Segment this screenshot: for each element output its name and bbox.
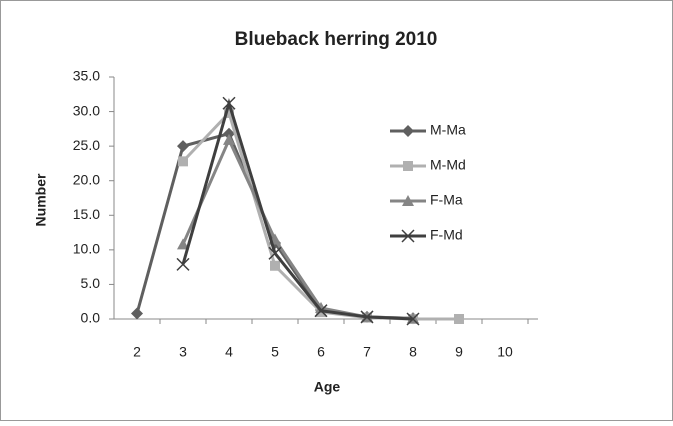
y-tick-label: 20.0 bbox=[73, 171, 100, 187]
x-tick-label: 6 bbox=[317, 344, 325, 360]
legend-label: F-Ma bbox=[430, 192, 463, 208]
x-tick-label: 8 bbox=[409, 344, 417, 360]
legend-label: F-Md bbox=[430, 227, 463, 243]
x-tick-label: 5 bbox=[271, 344, 279, 360]
y-tick-label: 10.0 bbox=[73, 241, 100, 257]
x-tick-label: 3 bbox=[179, 344, 187, 360]
y-tick-label: 5.0 bbox=[81, 275, 101, 291]
x-tick-label: 2 bbox=[133, 344, 141, 360]
marker bbox=[178, 156, 188, 167]
legend-marker bbox=[402, 125, 414, 137]
y-tick-label: 15.0 bbox=[73, 206, 100, 222]
legend-marker bbox=[401, 229, 415, 243]
marker bbox=[270, 260, 280, 271]
marker bbox=[314, 304, 328, 318]
marker bbox=[177, 140, 189, 153]
chart-title: Blueback herring 2010 bbox=[235, 29, 438, 50]
marker bbox=[223, 133, 235, 145]
legend-label: M-Ma bbox=[430, 122, 466, 138]
marker bbox=[177, 238, 189, 250]
y-axis-label: Number bbox=[33, 173, 49, 226]
legend-marker bbox=[403, 161, 413, 171]
x-tick-label: 4 bbox=[225, 344, 233, 360]
series-line bbox=[181, 97, 414, 321]
marker bbox=[223, 127, 235, 140]
legend-marker bbox=[402, 195, 414, 206]
x-axis-label: Age bbox=[314, 379, 341, 395]
marker bbox=[131, 307, 143, 320]
y-tick-label: 35.0 bbox=[73, 68, 100, 84]
marker bbox=[268, 246, 282, 260]
x-tick-label: 9 bbox=[455, 344, 463, 360]
marker bbox=[176, 257, 190, 271]
y-tick-label: 30.0 bbox=[73, 102, 100, 118]
marker bbox=[406, 312, 420, 326]
legend-label: M-Md bbox=[430, 157, 466, 173]
x-tick-label: 10 bbox=[497, 344, 513, 360]
marker bbox=[224, 107, 234, 118]
y-tick-label: 25.0 bbox=[73, 137, 100, 153]
marker bbox=[222, 96, 236, 110]
y-tick-label: 0.0 bbox=[81, 310, 101, 326]
x-tick-label: 7 bbox=[363, 344, 371, 360]
marker bbox=[360, 310, 374, 324]
marker bbox=[454, 314, 464, 324]
